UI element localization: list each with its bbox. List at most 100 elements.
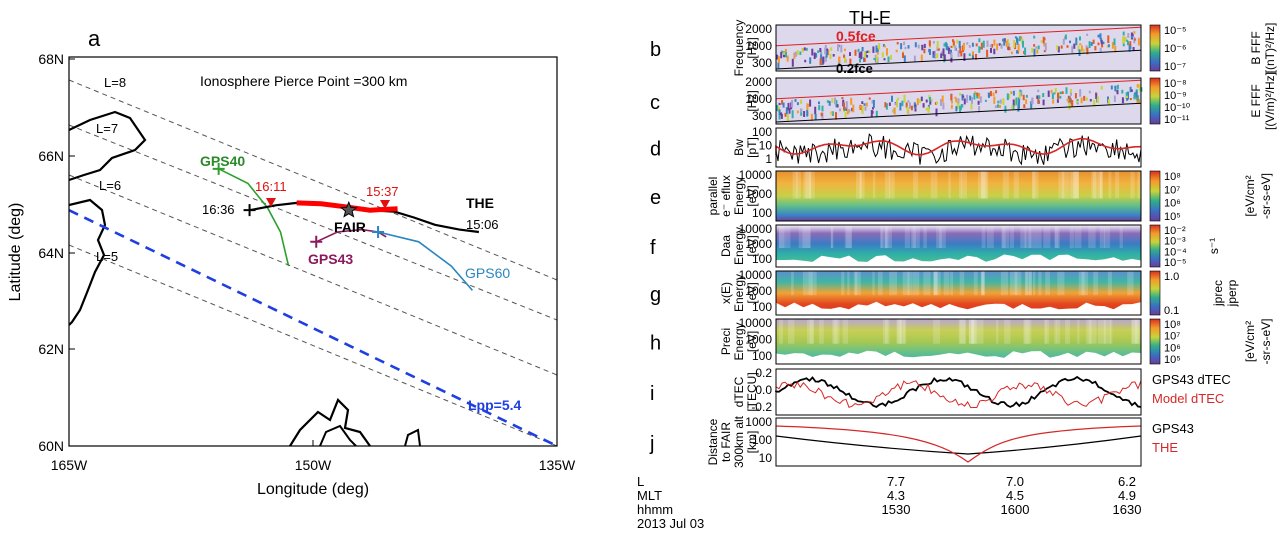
- spectrogram-streak: [902, 271, 910, 296]
- spectrogram-cell: [1033, 44, 1036, 47]
- spectrogram-cell: [776, 54, 779, 60]
- spectrogram-cell: [844, 107, 847, 111]
- spectrogram-streak: [1054, 319, 1057, 344]
- spectrogram-cell: [962, 95, 965, 98]
- panel-e: e parallel e⁻ eflux Energy [eV] 10000 1000 100 1…: [650, 168, 1273, 223]
- spectrogram-streak: [888, 171, 895, 199]
- spectrogram-streak: [847, 271, 850, 296]
- spectrogram-cell: [858, 105, 861, 109]
- bw-series-line: [775, 133, 1142, 166]
- spectrogram-cell: [1132, 47, 1135, 51]
- spectrogram-streak: [1086, 319, 1092, 344]
- spectrogram-cell: [963, 42, 965, 51]
- colorbar-tick-label: 10⁻⁵: [1164, 257, 1187, 269]
- spectrogram-streak: [1081, 271, 1088, 296]
- spectrogram-streak: [803, 225, 811, 249]
- spectrogram-cell: [818, 101, 820, 105]
- panel-axis-label: x(E): [719, 282, 733, 304]
- panel-axis-label: [TECU]: [745, 372, 759, 411]
- spectrogram-cell: [884, 102, 887, 108]
- spectrogram-cell: [1038, 95, 1041, 99]
- spectrogram-cell: [986, 49, 989, 58]
- spectrogram-cell: [1121, 89, 1124, 94]
- spectrogram-streak: [1024, 225, 1032, 249]
- y-tick-label: 60N: [38, 438, 64, 454]
- tick-l: 6.2: [1118, 474, 1136, 489]
- l-shell-label: L=6: [99, 178, 121, 193]
- panel-tick-label: 10000: [739, 268, 773, 282]
- spectrogram-streak: [808, 225, 811, 249]
- panel-axis-label: [eV]: [745, 235, 759, 256]
- spectrogram-cell: [829, 53, 832, 59]
- plasmapause-line: [69, 208, 557, 446]
- panel-i: i dTEC [TECU]0.2 0.0 -0.2 GPS43 dTEC Model dTE…: [650, 366, 1231, 416]
- spectrogram-cell: [849, 52, 851, 56]
- spectrogram-cell: [854, 49, 857, 56]
- axis-row-label: hhmm: [637, 502, 673, 517]
- spectrogram-cell: [809, 99, 812, 107]
- spectrogram-cell: [999, 99, 1002, 104]
- spectrogram-cell: [960, 50, 963, 57]
- spectrogram-cell: [1066, 45, 1069, 48]
- panel-frame: [775, 77, 1142, 125]
- spectrogram-cell: [933, 50, 936, 59]
- axis-row-label: MLT: [637, 488, 662, 503]
- spectrogram-cell: [1031, 97, 1034, 105]
- spectrogram-streak: [819, 319, 824, 344]
- spectrogram-cell: [903, 55, 906, 62]
- spectrogram-cell: [863, 103, 866, 106]
- tick-l: 7.0: [1006, 474, 1024, 489]
- spectrogram-cell: [777, 56, 780, 63]
- spectrogram-cell: [814, 106, 817, 115]
- spectrogram-cell: [1035, 46, 1038, 49]
- spectrogram-cell: [1133, 94, 1136, 100]
- spectrogram-cell: [870, 110, 873, 117]
- gps40-label: GPS40: [200, 153, 245, 169]
- spectrogram-cell: [923, 43, 926, 49]
- spectrogram-cell: [1134, 38, 1137, 41]
- spectrogram-cell: [1043, 50, 1046, 53]
- spectrogram-cell: [978, 92, 981, 99]
- spectrogram-cell: [896, 42, 899, 45]
- y-tick-label: 64N: [38, 245, 64, 261]
- spectrogram-streak: [805, 171, 812, 199]
- spectrogram-cell: [883, 45, 886, 48]
- spectrogram-streak: [933, 271, 938, 296]
- spectrogram-cell: [780, 52, 783, 59]
- spectrogram-streak: [939, 225, 946, 249]
- panel-axis-label: e⁻ eflux: [719, 175, 733, 217]
- spectrogram-cell: [782, 102, 785, 108]
- panel-tick-label: 1000: [745, 333, 772, 347]
- spectrogram-streak: [842, 319, 849, 344]
- spectrogram-cell: [1107, 44, 1110, 48]
- spectrogram-bg: [776, 25, 1141, 71]
- colorbar-tick-label: 10⁶: [1164, 198, 1181, 210]
- panel-axis-label: [eV]: [745, 331, 759, 352]
- spectrogram-streak: [830, 225, 833, 249]
- spectrogram-cell: [1116, 89, 1119, 95]
- spectrogram-streak: [1091, 171, 1097, 199]
- spectrogram-cell: [1012, 105, 1015, 110]
- spectrogram-cell: [875, 55, 878, 63]
- spectrogram-cell: [922, 103, 925, 108]
- spectrogram-cell: [935, 108, 938, 117]
- spectrogram-cell: [1079, 43, 1082, 46]
- spectrogram-cell: [817, 50, 820, 53]
- spectrogram-cell: [980, 42, 983, 50]
- panel-tick-label: 2000: [745, 22, 772, 36]
- colorbar: [1149, 270, 1161, 316]
- spectrogram-cell: [819, 48, 822, 52]
- colorbar-tick-label: 10⁵: [1164, 354, 1181, 366]
- spectrogram-cell: [878, 43, 881, 50]
- spectrogram-cell: [1100, 86, 1103, 90]
- panel-frame: [775, 170, 1142, 222]
- spectrogram-cell: [1057, 92, 1059, 99]
- colorbar-tick-label: 10⁷: [1164, 184, 1180, 196]
- spectrogram-streak: [779, 225, 785, 249]
- spectrogram-cell: [1113, 95, 1116, 102]
- colorbar-tick-label: 10⁻⁴: [1164, 246, 1187, 258]
- spectrogram-streak: [1013, 171, 1017, 199]
- spectrogram-cell: [1042, 93, 1045, 98]
- spectrogram-streak: [950, 271, 954, 296]
- spectrogram-streak: [899, 319, 905, 344]
